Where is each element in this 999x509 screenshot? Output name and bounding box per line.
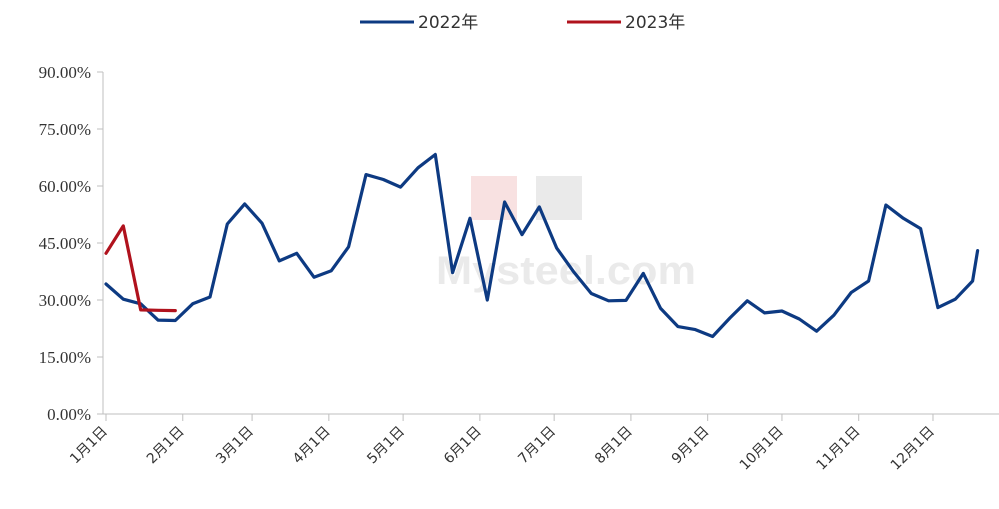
x-tick-label: 7月1日 — [515, 424, 559, 468]
y-tick-label: 45.00% — [39, 234, 91, 253]
x-tick-label: 8月1日 — [592, 424, 636, 468]
x-tick-label: 10月1日 — [737, 424, 787, 474]
x-tick-label: 11月1日 — [814, 424, 864, 474]
y-tick-label: 15.00% — [39, 348, 91, 367]
x-tick-label: 4月1日 — [290, 424, 334, 468]
series-line-2023 — [104, 224, 177, 313]
series-line-2022 — [104, 152, 980, 339]
x-tick-label: 9月1日 — [669, 424, 713, 468]
x-tick-label: 2月1日 — [144, 424, 188, 468]
svg-text:Mysteel.com: Mysteel.com — [436, 249, 696, 293]
x-tick-label: 12月1日 — [888, 424, 938, 474]
y-tick-label: 90.00% — [39, 63, 91, 82]
x-tick-label: 5月1日 — [364, 424, 408, 468]
plot-area — [104, 152, 980, 339]
y-tick-label: 0.00% — [47, 405, 91, 424]
y-tick-label: 75.00% — [39, 120, 91, 139]
legend-label-2022: 2022年 — [418, 13, 478, 33]
legend-label-2023: 2023年 — [625, 13, 685, 33]
y-tick-label: 60.00% — [39, 177, 91, 196]
legend: 2022年 2023年 — [360, 13, 685, 33]
x-tick-label: 6月1日 — [441, 424, 485, 468]
y-tick-label: 30.00% — [39, 291, 91, 310]
x-tick-label: 1月1日 — [67, 424, 111, 468]
x-tick-label: 3月1日 — [213, 424, 257, 468]
